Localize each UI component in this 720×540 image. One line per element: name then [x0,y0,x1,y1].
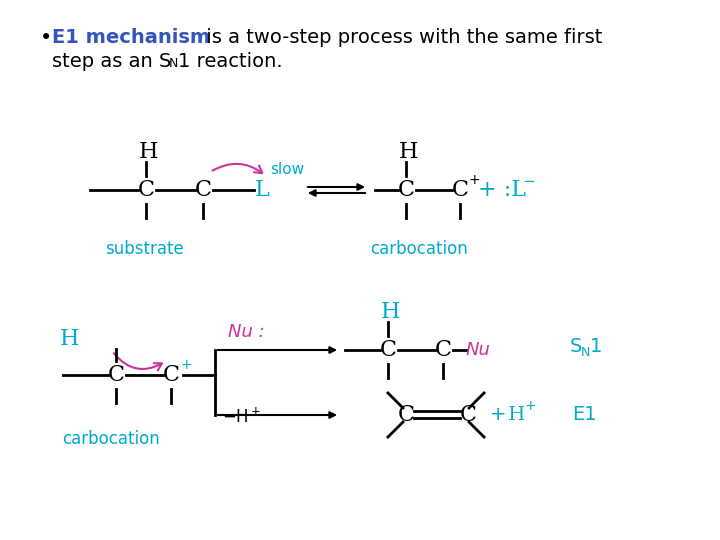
Text: + :L: + :L [478,179,526,201]
Text: C: C [398,179,415,201]
Text: carbocation: carbocation [62,430,160,448]
Text: C: C [380,339,397,361]
Text: +: + [180,358,192,372]
Text: +: + [524,399,536,413]
Text: E1 mechanism: E1 mechanism [52,28,210,47]
Text: C: C [435,339,452,361]
Text: C: C [398,404,415,426]
Text: H: H [139,141,158,163]
Text: C: C [452,179,469,201]
Text: slow: slow [270,163,304,178]
Text: +: + [469,173,481,187]
Text: substrate: substrate [105,240,184,258]
Text: Nu: Nu [466,341,491,359]
FancyArrowPatch shape [114,353,162,370]
Text: H: H [502,406,526,424]
Text: 1: 1 [590,336,603,355]
Text: C: C [108,364,125,386]
FancyArrowPatch shape [212,164,262,173]
Text: L: L [255,179,270,201]
Text: H: H [399,141,418,163]
Text: •: • [40,28,53,48]
Text: step as an S: step as an S [52,52,171,71]
Text: −: − [522,173,535,188]
Text: N: N [169,57,179,70]
Text: N: N [581,346,590,359]
Text: C: C [195,179,212,201]
Text: E1: E1 [572,406,597,424]
Text: H: H [60,328,79,350]
Text: carbocation: carbocation [370,240,468,258]
Text: C: C [460,404,477,426]
Text: $-$H$^+$: $-$H$^+$ [222,407,261,427]
Text: Nu :: Nu : [228,323,265,341]
Text: 1 reaction.: 1 reaction. [178,52,283,71]
Text: S: S [570,336,582,355]
Text: H: H [381,301,400,323]
Text: +: + [490,406,506,424]
Text: C: C [138,179,155,201]
Text: is a two-step process with the same first: is a two-step process with the same firs… [200,28,603,47]
Text: C: C [163,364,180,386]
